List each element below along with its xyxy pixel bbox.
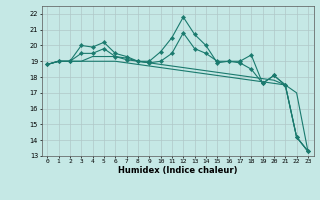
X-axis label: Humidex (Indice chaleur): Humidex (Indice chaleur) bbox=[118, 166, 237, 175]
